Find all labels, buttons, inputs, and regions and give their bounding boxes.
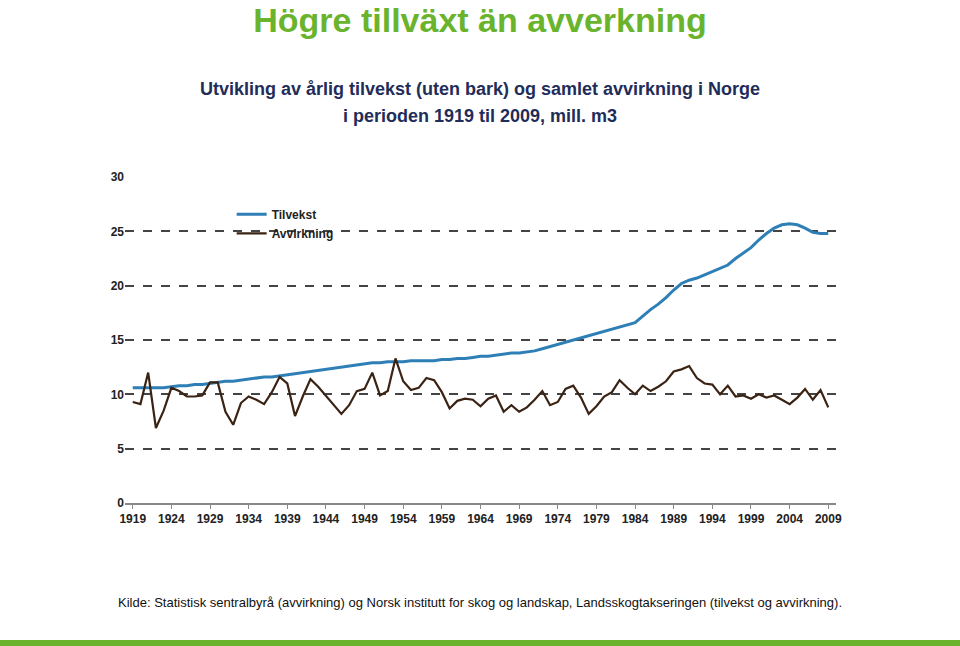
- svg-text:1969: 1969: [506, 512, 533, 526]
- svg-text:0: 0: [117, 496, 124, 510]
- svg-text:1944: 1944: [313, 512, 340, 526]
- svg-text:1919: 1919: [119, 512, 146, 526]
- svg-text:30: 30: [111, 170, 125, 184]
- svg-text:10: 10: [111, 388, 125, 402]
- svg-text:1989: 1989: [660, 512, 687, 526]
- svg-text:1979: 1979: [583, 512, 610, 526]
- svg-text:Avvirkning: Avvirkning: [272, 227, 334, 241]
- svg-text:1934: 1934: [235, 512, 262, 526]
- svg-text:20: 20: [111, 279, 125, 293]
- svg-text:1959: 1959: [429, 512, 456, 526]
- svg-text:25: 25: [111, 225, 125, 239]
- svg-text:1974: 1974: [544, 512, 571, 526]
- svg-text:2009: 2009: [815, 512, 842, 526]
- svg-text:Tilvekst: Tilvekst: [272, 208, 316, 222]
- svg-text:5: 5: [117, 442, 124, 456]
- html-text:Kilde: Statistisk sentralbyrå: Kilde: Statistisk sentralbyrå (avvirknin…: [118, 595, 842, 610]
- svg-text:15: 15: [111, 333, 125, 347]
- svg-text:1999: 1999: [738, 512, 765, 526]
- svg-text:1929: 1929: [197, 512, 224, 526]
- svg-text:1939: 1939: [274, 512, 301, 526]
- svg-text:2004: 2004: [776, 512, 803, 526]
- svg-text:1949: 1949: [351, 512, 378, 526]
- svg-text:1984: 1984: [622, 512, 649, 526]
- svg-text:1924: 1924: [158, 512, 185, 526]
- svg-text:1954: 1954: [390, 512, 417, 526]
- svg-text:1964: 1964: [467, 512, 494, 526]
- html-text:Högre tillväxt än avverkning: Högre tillväxt än avverkning: [253, 1, 707, 39]
- html-text:Utvikling av årlig tilvekst (u: Utvikling av årlig tilvekst (uten bark) …: [199, 79, 761, 99]
- html-text:i perioden 1919 til 2009, mill: i perioden 1919 til 2009, mill. m3: [342, 106, 618, 126]
- svg-text:1994: 1994: [699, 512, 726, 526]
